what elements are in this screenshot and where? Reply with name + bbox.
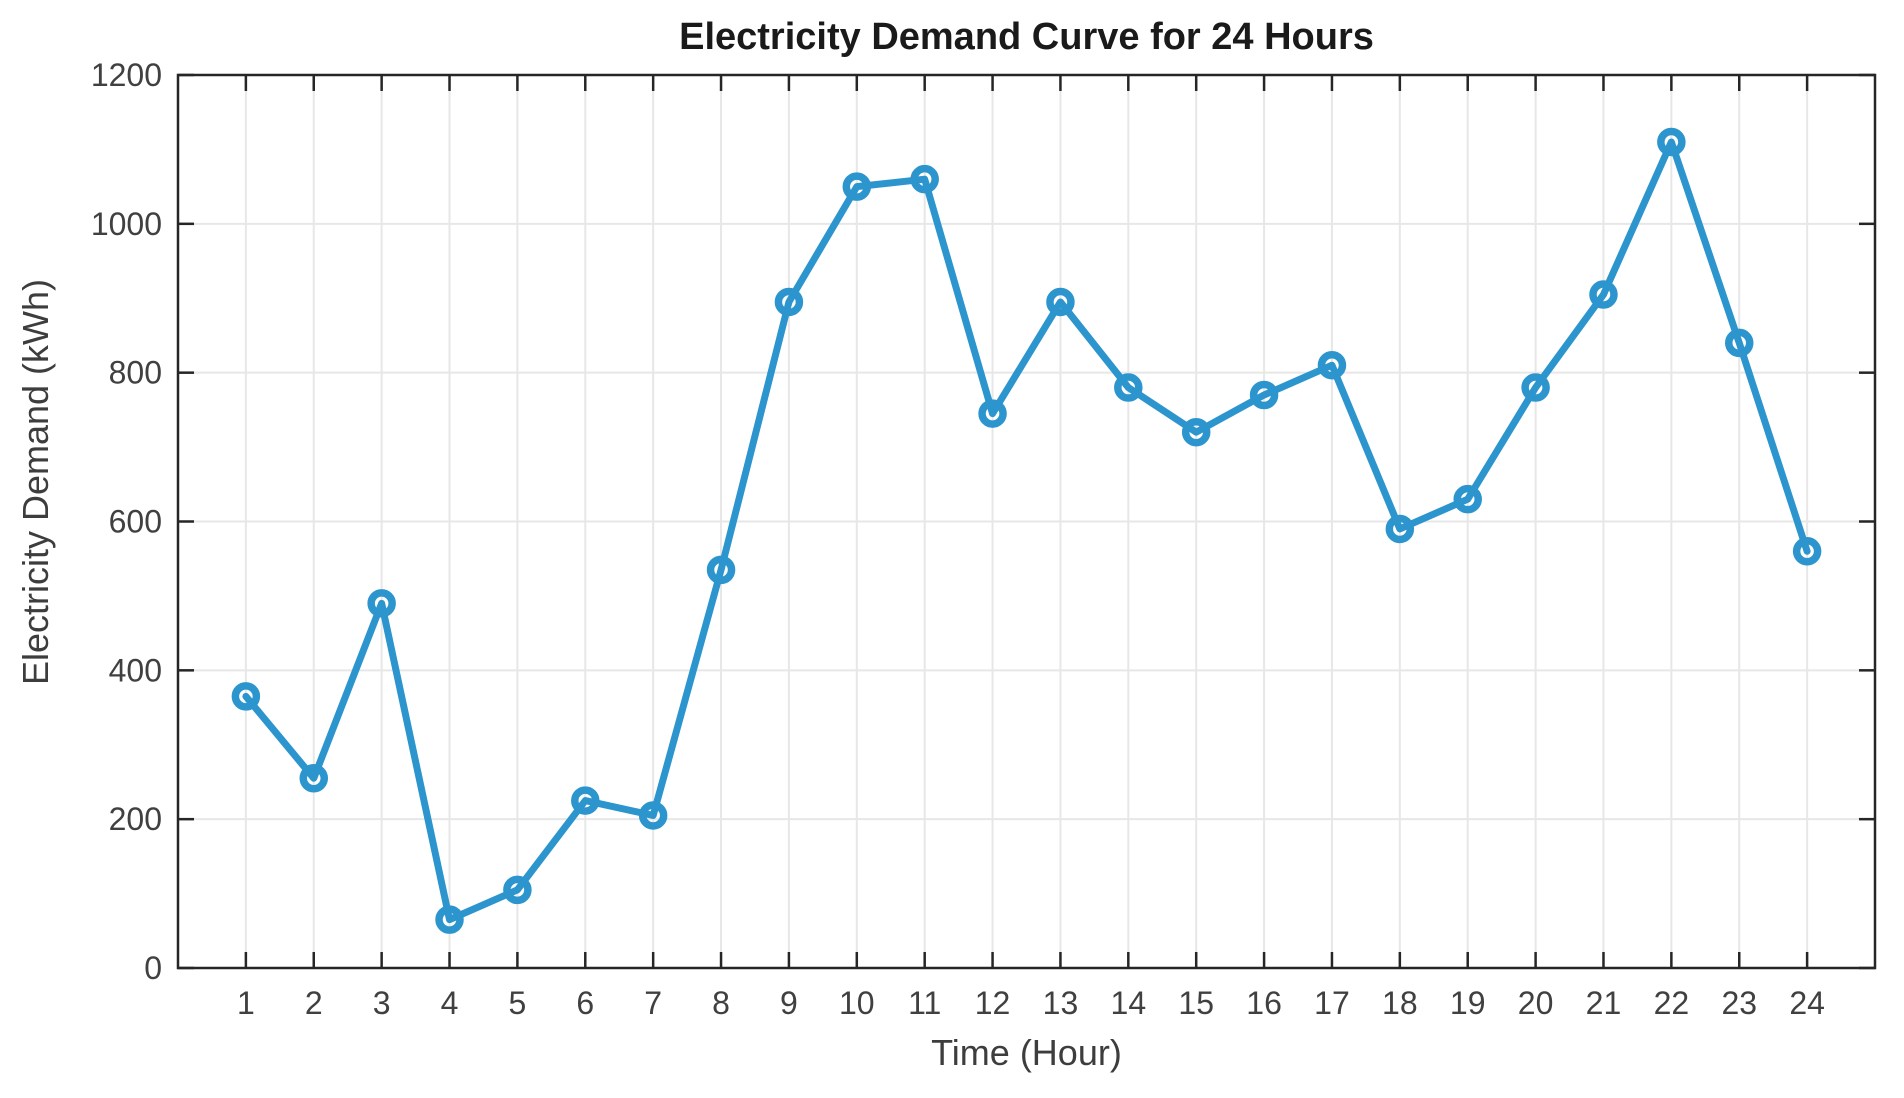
y-tick-label: 600 bbox=[109, 504, 162, 540]
x-tick-label: 8 bbox=[712, 985, 730, 1021]
data-point-marker bbox=[638, 801, 668, 830]
data-point-marker bbox=[1657, 127, 1686, 157]
data-point-marker bbox=[1724, 328, 1754, 358]
data-point-marker bbox=[503, 875, 532, 905]
data-point-marker bbox=[571, 786, 600, 815]
data-point-marker bbox=[1521, 373, 1550, 402]
y-tick-label: 1200 bbox=[91, 57, 162, 93]
x-axis-label: Time (Hour) bbox=[931, 1032, 1122, 1073]
data-point-marker bbox=[1385, 514, 1415, 544]
x-tick-label: 10 bbox=[839, 985, 875, 1021]
x-tick-label: 3 bbox=[373, 985, 391, 1021]
data-point-marker bbox=[1792, 537, 1822, 566]
data-point-marker bbox=[978, 399, 1007, 428]
y-tick-label: 200 bbox=[109, 801, 162, 837]
y-tick-label: 400 bbox=[109, 652, 162, 688]
x-tick-label: 2 bbox=[305, 985, 323, 1021]
x-tick-label: 24 bbox=[1789, 985, 1825, 1021]
data-point-marker bbox=[231, 682, 261, 711]
data-line bbox=[242, 138, 1811, 924]
x-tick-label: 21 bbox=[1586, 985, 1622, 1021]
x-tick-label: 18 bbox=[1382, 985, 1418, 1021]
data-point-marker bbox=[1589, 280, 1618, 309]
x-tick-label: 4 bbox=[441, 985, 459, 1021]
x-tick-label: 15 bbox=[1178, 985, 1214, 1021]
x-tick-label: 9 bbox=[780, 985, 798, 1021]
x-tick-label: 11 bbox=[908, 985, 941, 1021]
x-tick-label: 20 bbox=[1518, 985, 1554, 1021]
data-point-marker bbox=[1249, 380, 1279, 410]
x-tick-label: 1 bbox=[237, 985, 255, 1021]
y-tick-label: 1000 bbox=[91, 206, 162, 242]
data-point-marker bbox=[299, 763, 329, 793]
x-tick-label: 22 bbox=[1654, 985, 1690, 1021]
x-tick-label: 6 bbox=[576, 985, 594, 1021]
x-tick-label: 12 bbox=[975, 985, 1011, 1021]
data-point-marker bbox=[774, 287, 804, 317]
data-point-marker bbox=[435, 905, 464, 934]
y-tick-label: 800 bbox=[109, 355, 162, 391]
data-point-marker bbox=[1114, 373, 1143, 402]
x-tick-label: 23 bbox=[1721, 985, 1757, 1021]
data-point-marker bbox=[910, 164, 939, 194]
x-tick-label: 14 bbox=[1111, 985, 1147, 1021]
x-tick-label: 13 bbox=[1043, 985, 1079, 1021]
chart-title: Electricity Demand Curve for 24 Hours bbox=[679, 16, 1374, 58]
x-tick-label: 19 bbox=[1450, 985, 1486, 1021]
data-point-marker bbox=[1317, 350, 1347, 380]
data-point-marker bbox=[842, 172, 872, 201]
data-point-marker bbox=[1181, 417, 1211, 447]
x-tick-label: 16 bbox=[1246, 985, 1282, 1021]
x-tick-label: 5 bbox=[509, 985, 527, 1021]
data-point-marker bbox=[1046, 287, 1075, 317]
x-tick-label: 7 bbox=[644, 985, 662, 1021]
data-point-marker bbox=[706, 555, 736, 585]
data-point-marker bbox=[1453, 484, 1482, 514]
x-tick-label: 17 bbox=[1314, 985, 1350, 1021]
data-point-marker bbox=[367, 589, 396, 618]
y-tick-label: 0 bbox=[144, 950, 162, 986]
